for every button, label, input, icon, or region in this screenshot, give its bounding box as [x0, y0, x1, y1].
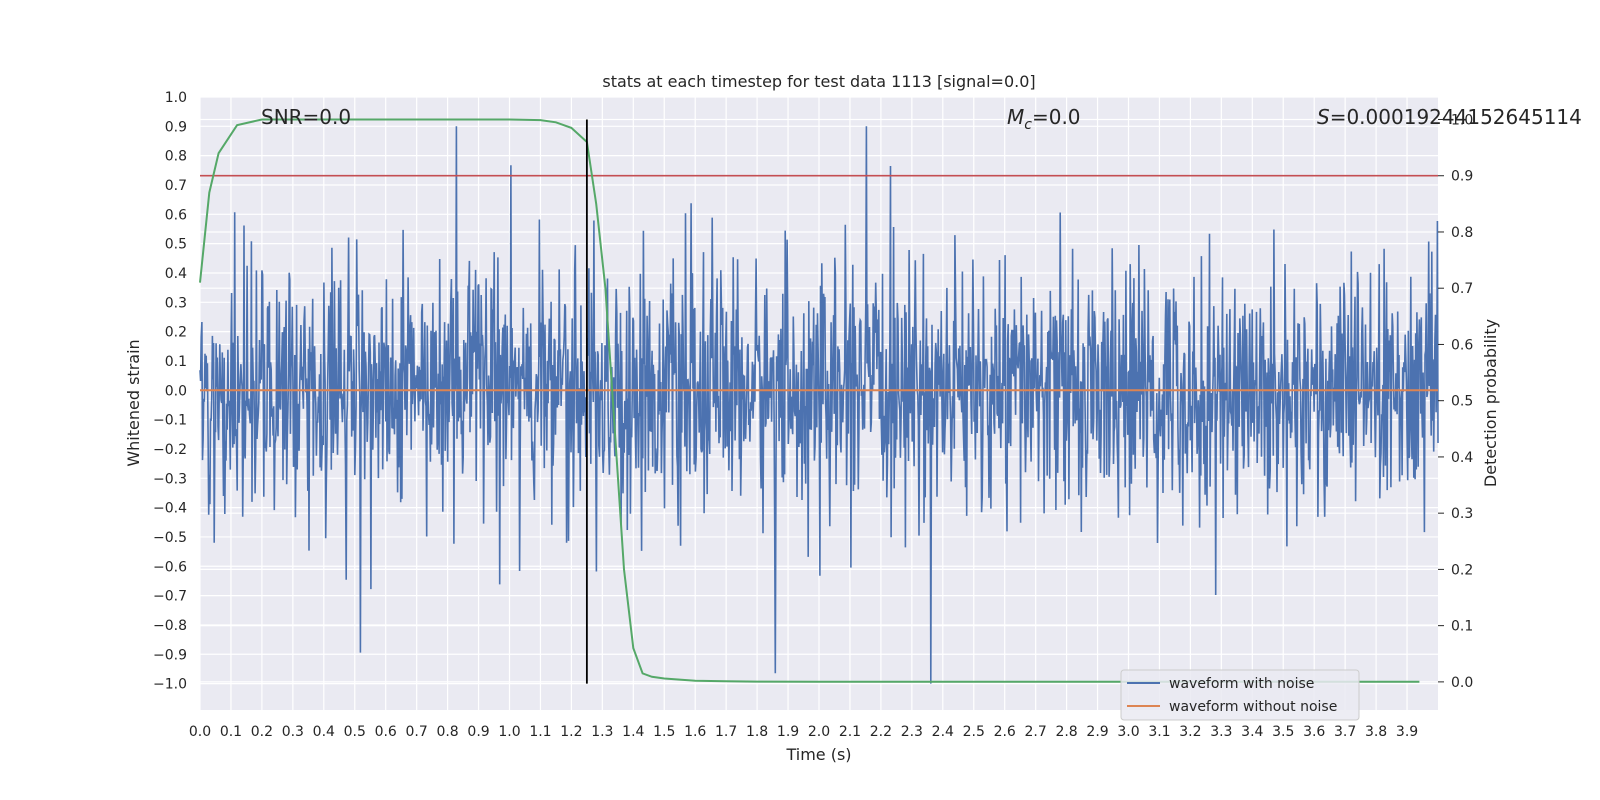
- x-tick-label: 2.4: [932, 724, 954, 740]
- x-tick-label: 1.4: [622, 724, 644, 740]
- y-left-tick-label: 0.2: [165, 325, 187, 341]
- x-tick-label: 1.7: [715, 724, 737, 740]
- x-tick-label: 2.9: [1086, 724, 1108, 740]
- y-left-tick-label: 0.3: [165, 295, 187, 311]
- mc-subscript: c: [1024, 117, 1032, 133]
- snr-annotation: SNR=0.0: [261, 105, 351, 129]
- x-tick-label: 2.3: [901, 724, 923, 740]
- y-right-tick-label: 0.6: [1451, 337, 1473, 353]
- y-left-tick-label: 0.1: [165, 354, 187, 370]
- y-left-tick-label: 0.4: [165, 266, 187, 282]
- y-right-tick-label: 0.3: [1451, 506, 1473, 522]
- x-tick-label: 1.5: [653, 724, 675, 740]
- y-right-tick-label: 0.7: [1451, 281, 1473, 297]
- x-tick-label: 0.5: [344, 724, 366, 740]
- y-left-tick-label: 0.7: [165, 178, 187, 194]
- y-left-tick-label: −1.0: [153, 677, 187, 693]
- y-left-tick-label: 0.5: [165, 237, 187, 253]
- x-tick-labels: 0.0 0.1 0.2 0.3 0.4 0.5 0.6 0.7 0.8 0.9 1.0 1.1 1.2 1…: [189, 724, 1418, 740]
- y-right-tick-label: 1.0: [1451, 112, 1473, 128]
- legend-label-clean: waveform without noise: [1169, 699, 1337, 715]
- y-right-tick-label: 0.8: [1451, 225, 1473, 241]
- x-tick-label: 3.0: [1117, 724, 1139, 740]
- legend-box: [1120, 669, 1360, 721]
- x-tick-label: 3.8: [1365, 724, 1387, 740]
- y-left-tick-label: −0.5: [153, 530, 187, 546]
- x-tick-label: 2.8: [1055, 724, 1077, 740]
- x-tick-label: 2.5: [963, 724, 985, 740]
- x-tick-label: 1.3: [591, 724, 613, 740]
- y-left-tick-label: 0.0: [165, 383, 187, 399]
- y-right-tick-label: 0.4: [1451, 450, 1473, 466]
- y-left-tick-label: 0.8: [165, 149, 187, 165]
- legend: waveform with noise waveform without noi…: [1120, 669, 1360, 721]
- y-right-tick-labels: 1.0 0.9 0.8 0.7 0.6 0.5 0.4 0.3 0.2 0.1 0.0: [1438, 112, 1473, 691]
- x-tick-label: 2.2: [870, 724, 892, 740]
- x-tick-label: 0.7: [406, 724, 428, 740]
- s-value: =0.00019244152645114: [1330, 105, 1582, 129]
- x-tick-label: 1.6: [684, 724, 706, 740]
- y-right-tick-label: 0.1: [1451, 619, 1473, 635]
- y-left-tick-label: 1.0: [165, 90, 187, 106]
- y-left-tick-label: 0.6: [165, 207, 187, 223]
- y-right-tick-label: 0.2: [1451, 562, 1473, 578]
- y-left-tick-label: −0.4: [153, 501, 187, 517]
- mc-annotation: Mc=0.0: [1007, 105, 1081, 133]
- y-left-tick-label: −0.8: [153, 618, 187, 634]
- x-tick-label: 0.0: [189, 724, 211, 740]
- y-left-tick-label: −0.3: [153, 471, 187, 487]
- x-tick-label: 0.4: [313, 724, 335, 740]
- x-tick-label: 0.6: [375, 724, 397, 740]
- x-tick-label: 3.2: [1179, 724, 1201, 740]
- x-tick-label: 0.8: [436, 724, 458, 740]
- x-tick-label: 1.1: [529, 724, 551, 740]
- y-left-tick-label: −0.6: [153, 559, 187, 575]
- x-tick-label: 3.6: [1303, 724, 1325, 740]
- y-left-tick-labels: 1.0 0.9 0.8 0.7 0.6 0.5 0.4 0.3 0.2 0.1 0.0 −0.1 −0.…: [153, 90, 187, 693]
- x-tick-label: 2.7: [1025, 724, 1047, 740]
- y-right-tick-label: 0.0: [1451, 675, 1473, 691]
- x-tick-label: 1.0: [498, 724, 520, 740]
- x-tick-label: 3.4: [1241, 724, 1263, 740]
- detection-probability-line: [199, 118, 1420, 683]
- x-tick-label: 0.9: [467, 724, 489, 740]
- x-tick-label: 3.9: [1396, 724, 1418, 740]
- y-right-tick-label: 0.5: [1451, 394, 1473, 410]
- x-axis-label: Time (s): [785, 745, 851, 764]
- y-left-axis-label: Whitened strain: [124, 339, 143, 466]
- y-right-axis-label: Detection probability: [1481, 319, 1500, 487]
- y-left-tick-label: −0.7: [153, 589, 187, 605]
- noise-waveform-path: [199, 126, 1439, 684]
- mc-symbol: M: [1007, 105, 1024, 129]
- s-symbol: S: [1317, 105, 1330, 129]
- x-tick-label: 0.1: [220, 724, 242, 740]
- x-tick-label: 2.0: [808, 724, 830, 740]
- x-tick-label: 3.1: [1148, 724, 1170, 740]
- x-tick-label: 0.2: [251, 724, 273, 740]
- y-left-tick-label: 0.9: [165, 119, 187, 135]
- x-tick-label: 3.5: [1272, 724, 1294, 740]
- legend-label-noise: waveform with noise: [1169, 676, 1314, 692]
- x-tick-label: 2.1: [839, 724, 861, 740]
- s-annotation: S=0.00019244152645114: [1317, 105, 1582, 129]
- x-tick-label: 3.3: [1210, 724, 1232, 740]
- y-right-tick-label: 0.9: [1451, 169, 1473, 185]
- x-tick-label: 2.6: [994, 724, 1016, 740]
- x-tick-label: 1.9: [777, 724, 799, 740]
- x-tick-label: 3.7: [1334, 724, 1356, 740]
- chart-title: stats at each timestep for test data 111…: [602, 72, 1035, 91]
- y-left-tick-label: −0.9: [153, 647, 187, 663]
- x-tick-label: 1.8: [746, 724, 768, 740]
- x-tick-label: 1.2: [560, 724, 582, 740]
- mc-value: =0.0: [1032, 105, 1081, 129]
- noise-series: [199, 126, 1439, 684]
- y-left-tick-label: −0.1: [153, 413, 187, 429]
- y-left-tick-label: −0.2: [153, 442, 187, 458]
- x-tick-label: 0.3: [282, 724, 304, 740]
